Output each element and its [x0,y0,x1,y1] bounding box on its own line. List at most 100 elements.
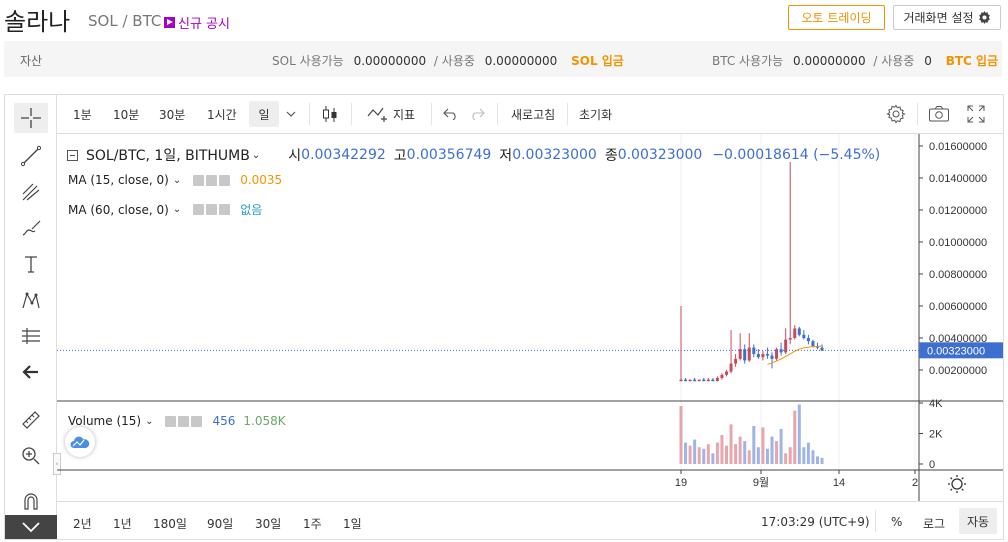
gear-icon[interactable] [206,174,218,186]
log-toggle[interactable]: 로그 [923,517,946,531]
toolbar-divider [351,103,352,125]
reset-button[interactable]: 초기화 [579,108,613,122]
redo-icon [472,108,485,120]
fullscreen-button[interactable] [963,101,989,127]
chevron-down-icon[interactable]: ⌄ [145,415,154,427]
range-180d[interactable]: 180일 [153,517,187,531]
volume-bar [793,410,797,464]
close-icon[interactable] [219,204,231,215]
pitchfork-tool[interactable] [14,177,48,207]
sol-in-use-value: 0.00000000 [484,54,558,68]
price-tick-label: 0.01400000 [929,173,987,185]
btc-in-use-label: / 사용중 [873,54,915,68]
arrow-left-icon [22,365,38,379]
screenshot-button[interactable] [925,101,953,127]
price-tick-label: 0.00800000 [929,269,987,281]
range-30d[interactable]: 30일 [255,517,282,531]
volume-tick-label: 2K [929,429,943,441]
main-legend: SOL/BTC, 1일, BITHUMB ⌄ 시 0.00342292 고 0.… [67,145,880,165]
auto-trade-button[interactable]: 오토 트레이딩 [788,5,885,30]
collapse-legend-icon[interactable] [67,149,78,161]
notice-link[interactable]: 신규 공시 [164,13,230,32]
high-value: 0.00356749 [406,147,492,163]
collapse-toolbar-button[interactable] [5,515,57,539]
btc-available-label: BTC 사용가능 [712,54,784,68]
open-label: 시 [288,148,302,164]
pitchfork-icon [22,183,40,201]
btc-deposit-link[interactable]: BTC 입금 [945,54,999,68]
refresh-button[interactable]: 새로고침 [511,108,556,122]
ma15-label: MA (15, close, 0) [68,173,169,187]
chart-type-button[interactable] [317,101,343,127]
range-1y[interactable]: 1년 [113,517,132,531]
price-tick-label: 0.01000000 [929,237,987,249]
volume-bar [788,447,792,464]
price-chart[interactable]: 0.00323000 0.01600000 0.01400000 0.0120000… [57,134,1003,501]
fullscreen-icon [967,105,985,123]
crosshair-icon [21,108,41,128]
screen-settings-button[interactable]: 거래화면 설정 [893,5,1001,30]
sol-deposit-link[interactable]: SOL 입금 [571,54,624,68]
candle-body [734,358,738,364]
brush-tool[interactable] [14,213,48,243]
time-axis-settings-button[interactable] [948,475,966,493]
magnet-tool[interactable] [14,487,48,517]
range-1w[interactable]: 1주 [303,517,322,531]
range-2y[interactable]: 2년 [73,517,92,531]
interval-10m[interactable]: 10분 [113,108,140,122]
sidebar-toggle[interactable]: ‹ [53,453,61,475]
tradingview-logo[interactable] [65,427,95,457]
volume-bar [720,435,724,464]
candle-body [802,334,806,338]
chart-settings-button[interactable] [883,101,909,127]
crosshair-tool[interactable] [14,103,48,133]
eye-icon[interactable] [165,415,177,427]
close-icon[interactable] [219,174,231,186]
candle-body [697,379,701,382]
indicator-button[interactable]: 지표 [361,101,421,127]
text-tool[interactable] [14,249,48,279]
volume-tick-label: 0 [929,459,935,471]
time-tick-label: 19 [675,477,687,489]
candle-body [779,349,783,353]
redo-button[interactable] [467,101,487,127]
chevron-down-icon[interactable]: ⌄ [172,204,182,215]
interval-1h[interactable]: 1시간 [207,108,237,122]
volume-label: Volume (15) [68,414,142,428]
volume-bar [738,436,742,464]
auto-scale-toggle[interactable]: 자동 [959,508,997,534]
interval-30m[interactable]: 30분 [159,108,186,122]
zoom-tool[interactable] [14,441,48,471]
time-tick-label: 2 [912,477,918,489]
candle-body [797,328,801,335]
auto-scale-label: 자동 [966,514,990,529]
volume-bar [756,447,760,464]
coin-name: 솔라나 [4,8,71,36]
close-icon[interactable] [191,415,203,427]
current-price-label: 0.00323000 [927,345,985,357]
close-value: 0.00323000 [617,147,703,163]
undo-button[interactable] [441,101,461,127]
change-value: −0.00018614 (−5.45%) [712,147,881,163]
eye-icon[interactable] [193,204,205,215]
sol-available-label: SOL 사용가능 [272,54,344,68]
camera-icon [929,106,949,122]
volume-tick-label: 4K [929,398,943,410]
measure-tool[interactable] [14,405,48,435]
interval-1d[interactable]: 일 [249,101,279,127]
chevron-down-icon[interactable]: ⌄ [251,149,261,161]
indicator-label: 지표 [392,107,416,122]
prediction-tool[interactable] [14,321,48,351]
trend-line-tool[interactable] [14,141,48,171]
interval-dropdown[interactable] [283,101,299,127]
percent-toggle[interactable]: % [891,515,903,529]
gear-icon[interactable] [206,204,218,215]
interval-1m[interactable]: 1분 [73,108,92,122]
eye-icon[interactable] [193,174,205,186]
back-tool[interactable] [14,357,48,387]
gear-icon[interactable] [178,415,190,427]
pattern-tool[interactable] [14,285,48,315]
range-90d[interactable]: 90일 [207,517,234,531]
chevron-down-icon[interactable]: ⌄ [172,174,182,186]
range-1d[interactable]: 1일 [343,517,362,531]
